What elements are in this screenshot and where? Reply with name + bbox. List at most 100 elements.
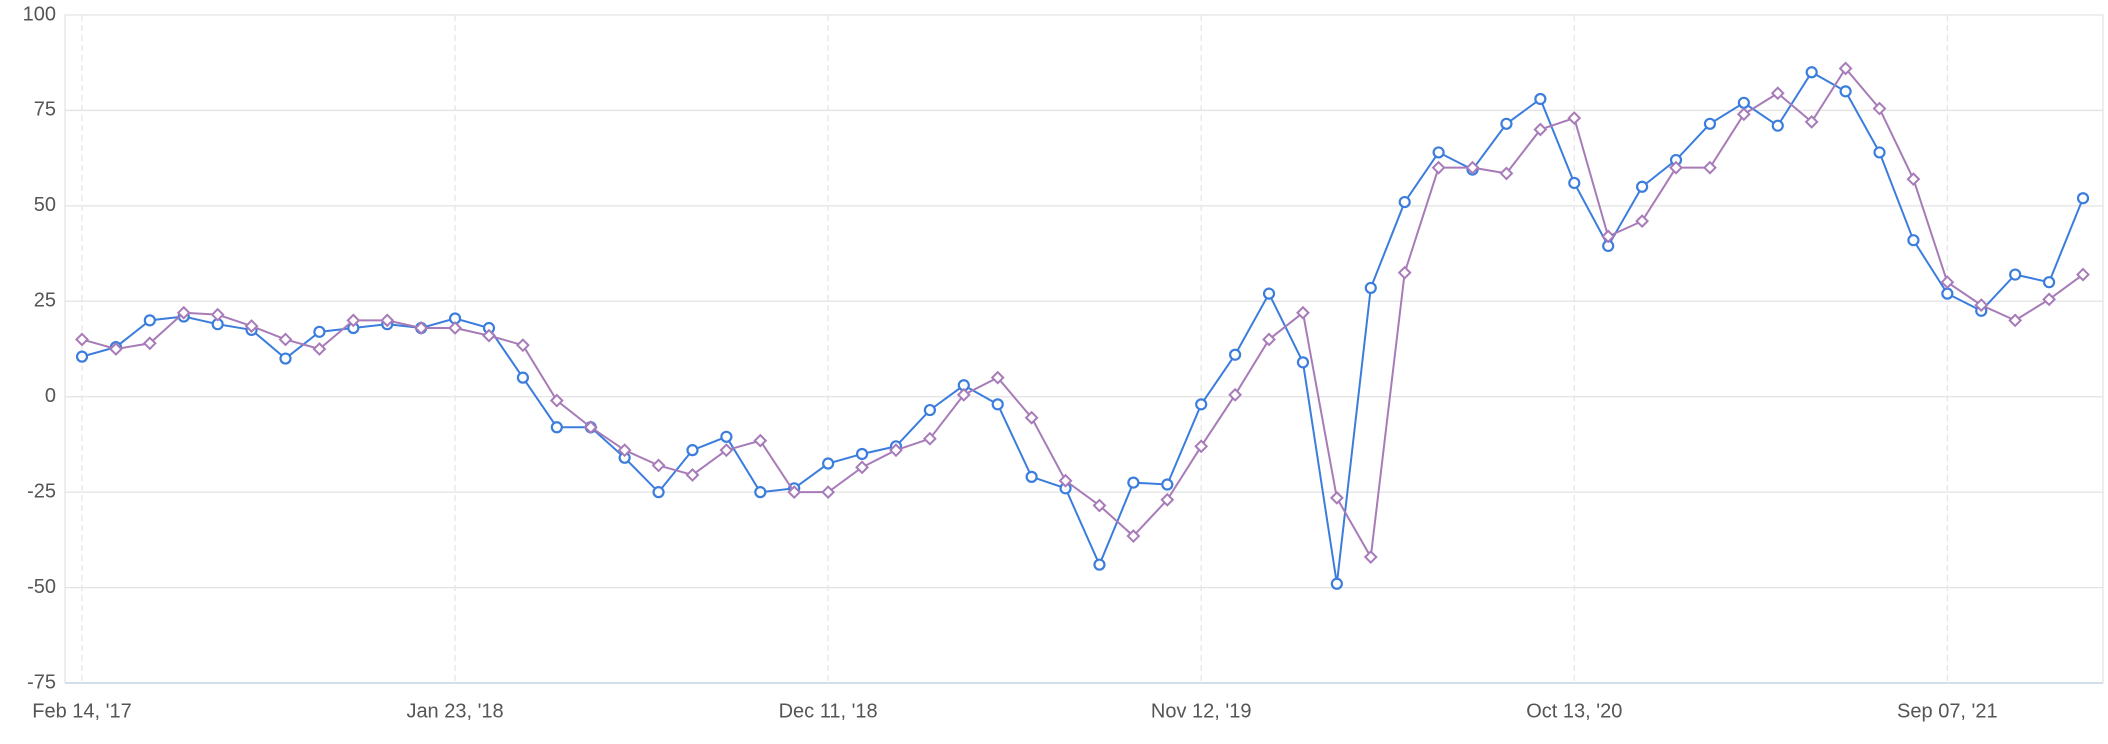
point-marker (312, 342, 327, 356)
point-marker (889, 443, 903, 458)
point-marker (1500, 117, 1513, 130)
point-marker (787, 485, 802, 500)
point-marker (482, 328, 496, 343)
point-marker (1465, 160, 1480, 175)
point-marker (1635, 214, 1650, 229)
x-tick-label: Feb 14, '17 (32, 700, 131, 722)
y-tick-label: -50 (27, 576, 56, 598)
point-marker (1025, 470, 1038, 483)
point-marker (652, 486, 665, 499)
point-marker (1771, 119, 1784, 132)
point-marker (1262, 287, 1276, 300)
point-marker (1567, 111, 1582, 125)
point-marker (2042, 276, 2056, 289)
point-marker (1534, 92, 1547, 106)
point-marker (1296, 305, 1310, 320)
point-marker (1093, 558, 1106, 571)
point-marker (1195, 398, 1208, 411)
point-marker (1636, 180, 1649, 193)
point-marker (1160, 492, 1175, 507)
series-line (81, 70, 2084, 584)
point-marker (550, 421, 563, 434)
point-marker (720, 430, 733, 443)
point-marker (210, 307, 225, 322)
point-marker (109, 342, 123, 356)
point-marker (1431, 160, 1446, 175)
point-marker (346, 313, 361, 328)
point-marker (990, 370, 1005, 385)
point-marker (142, 336, 157, 351)
series-line (81, 66, 2084, 561)
point-marker (1703, 117, 1717, 130)
point-marker (1092, 498, 1107, 513)
point-marker (1737, 96, 1750, 109)
point-marker (1398, 195, 1411, 209)
point-marker (1499, 166, 1514, 181)
x-tick-label: Nov 12, '19 (1151, 700, 1252, 722)
point-marker (1364, 281, 1377, 295)
x-tick-label: Dec 11, '18 (779, 700, 878, 722)
point-marker (821, 485, 836, 500)
point-marker (1770, 86, 1785, 101)
point-marker (922, 431, 937, 446)
point-marker (549, 393, 564, 408)
point-marker (1906, 172, 1921, 187)
point-marker (855, 447, 869, 461)
point-marker (448, 321, 462, 335)
x-tick-label: Sep 07, '21 (1897, 700, 1998, 722)
point-marker (1432, 146, 1445, 159)
point-marker (754, 486, 767, 499)
point-marker (1873, 146, 1886, 159)
point-marker (1194, 439, 1209, 454)
point-marker (1228, 387, 1243, 402)
point-marker (515, 338, 530, 353)
y-tick-label: 75 (34, 99, 56, 121)
point-marker (1601, 229, 1616, 244)
point-marker (75, 350, 89, 363)
point-marker (1907, 234, 1920, 247)
point-marker (2042, 292, 2056, 307)
point-marker (1262, 332, 1276, 347)
point-marker (313, 325, 326, 338)
point-marker (651, 458, 666, 473)
point-marker (1329, 490, 1344, 505)
point-marker (923, 403, 936, 417)
point-marker (2076, 267, 2090, 282)
point-marker (855, 460, 869, 475)
point-marker (244, 319, 259, 334)
point-marker (719, 443, 734, 458)
point-marker (1703, 160, 1717, 175)
x-tick-label: Oct 13, '20 (1526, 700, 1622, 722)
point-marker (1804, 114, 1819, 129)
y-tick-label: 25 (34, 290, 56, 312)
point-marker (2076, 192, 2090, 205)
point-marker (686, 444, 699, 457)
point-marker (1940, 275, 1955, 290)
point-marker (1330, 577, 1343, 590)
point-marker (1229, 348, 1242, 361)
point-marker (2009, 268, 2022, 281)
point-marker (143, 314, 156, 327)
x-tick-label: Jan 23, '18 (406, 700, 503, 722)
point-marker (516, 371, 529, 384)
point-marker (956, 387, 971, 402)
point-marker (2008, 313, 2023, 328)
point-marker (753, 433, 768, 448)
point-marker (1127, 476, 1140, 489)
point-marker (380, 313, 395, 328)
point-marker (1872, 101, 1887, 116)
point-marker (1568, 176, 1581, 190)
point-marker (617, 443, 632, 458)
point-marker (1669, 160, 1683, 175)
point-marker (1805, 66, 1818, 79)
point-marker (1363, 550, 1378, 564)
point-marker (1126, 529, 1141, 543)
point-marker (75, 332, 89, 347)
point-marker (1941, 287, 1954, 300)
point-marker (1736, 107, 1751, 122)
point-marker (1058, 473, 1073, 488)
y-tick-label: -75 (27, 671, 56, 693)
point-marker (278, 332, 293, 347)
